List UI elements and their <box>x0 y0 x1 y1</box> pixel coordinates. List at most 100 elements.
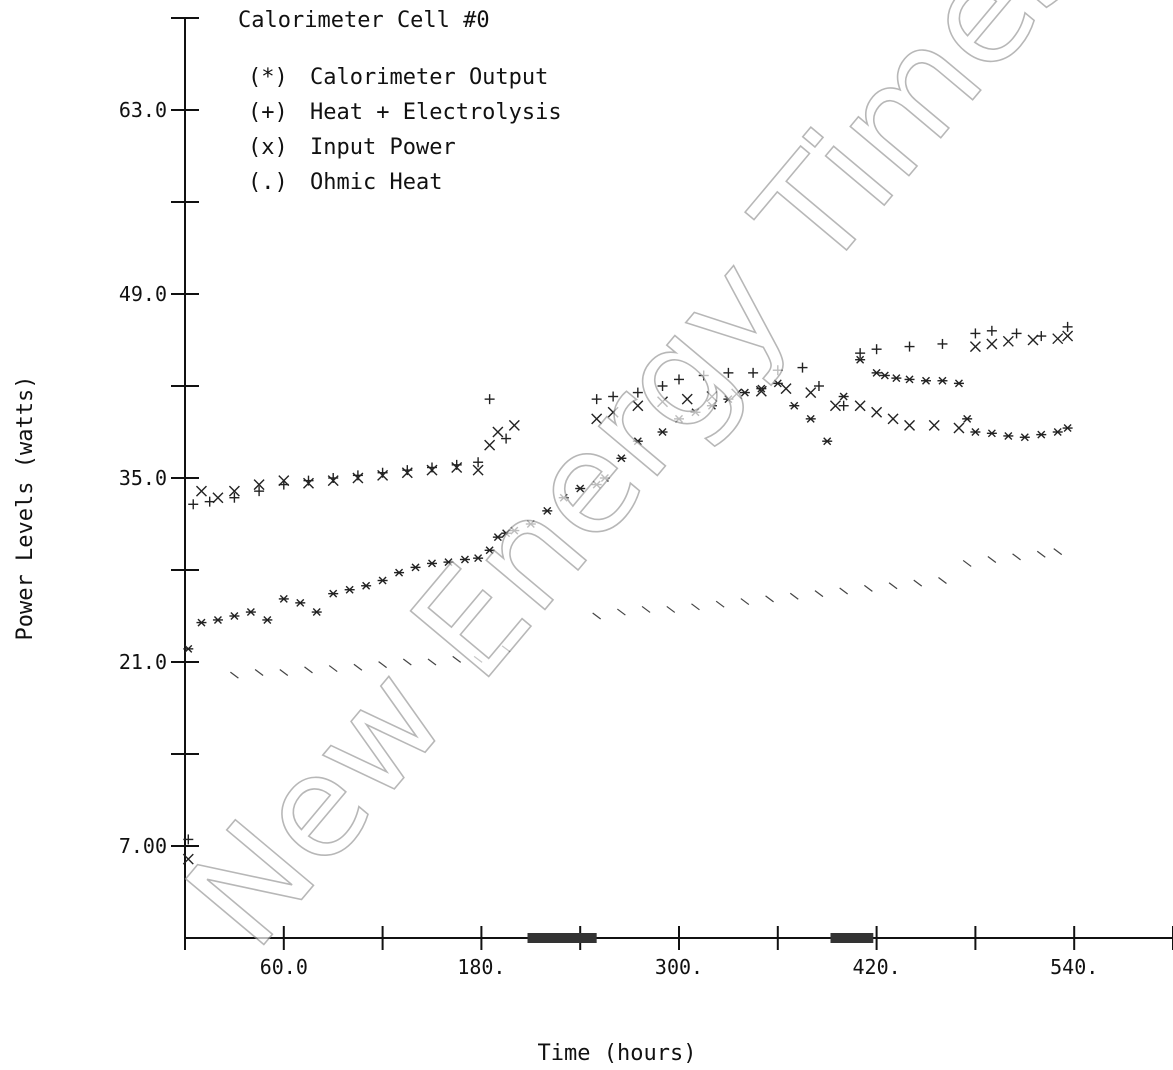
data-point <box>229 492 240 503</box>
data-point <box>616 454 627 463</box>
data-point <box>805 414 816 423</box>
data-point <box>304 666 313 674</box>
data-point <box>888 582 898 590</box>
data-point <box>426 464 438 476</box>
chart-title: Calorimeter Cell #0 <box>238 8 490 33</box>
x-tick-label: 420. <box>853 955 901 979</box>
x-tick-label: 60.0 <box>260 955 308 979</box>
data-point <box>508 419 520 431</box>
data-point <box>987 556 997 563</box>
data-point <box>838 392 849 401</box>
data-point <box>328 665 338 673</box>
data-point <box>822 437 833 446</box>
data-point <box>608 391 619 402</box>
data-point <box>378 661 387 669</box>
data-point <box>484 546 495 555</box>
data-point <box>311 608 322 617</box>
y-tick-label: 63.0 <box>119 98 167 122</box>
data-point <box>938 577 947 584</box>
legend-marker: (*) <box>248 65 288 90</box>
data-point <box>723 367 734 378</box>
data-point <box>229 612 240 620</box>
data-point <box>871 344 882 355</box>
data-point <box>706 391 718 403</box>
data-point <box>254 486 265 497</box>
data-point <box>410 563 421 572</box>
data-point <box>212 615 223 624</box>
data-point <box>303 477 314 489</box>
data-point <box>183 644 194 653</box>
data-point <box>674 414 684 423</box>
data-point <box>632 437 643 446</box>
legend-label: Calorimeter Output <box>310 65 548 90</box>
data-point <box>871 406 883 418</box>
data-point <box>691 603 700 611</box>
data-point <box>657 428 668 436</box>
data-point <box>599 474 610 482</box>
data-point <box>253 479 265 491</box>
data-point <box>1012 553 1021 561</box>
data-point <box>459 555 470 564</box>
data-point <box>855 355 866 364</box>
legend-label: Input Power <box>310 135 456 160</box>
data-point <box>344 585 355 594</box>
data-point <box>1036 430 1047 439</box>
data-point <box>632 387 643 398</box>
data-point <box>962 414 973 423</box>
data-point <box>1003 431 1014 440</box>
plot-area: 7.00 21.0 35.0 49.0 63.0 60.0 180. 300. 420. 540. <box>119 17 1173 979</box>
data-point <box>755 385 767 397</box>
data-point <box>195 485 207 497</box>
data-point <box>401 467 413 479</box>
data-point <box>1062 321 1073 332</box>
data-point <box>780 383 792 395</box>
data-point <box>986 429 997 438</box>
data-point <box>913 579 923 587</box>
data-point <box>904 375 915 384</box>
data-point <box>472 464 484 476</box>
data-point <box>278 475 290 487</box>
data-point <box>279 669 289 676</box>
data-point <box>245 608 256 617</box>
y-tick-label: 21.0 <box>119 650 167 674</box>
legend-marker: (x) <box>248 135 288 160</box>
x-axis-marker <box>830 933 874 943</box>
data-point <box>492 533 503 542</box>
data-point <box>739 388 750 397</box>
data-point <box>765 595 774 603</box>
x-axis-title: Time (hours) <box>538 1041 697 1066</box>
data-point <box>986 338 998 350</box>
data-point <box>1052 428 1063 436</box>
data-point <box>501 433 512 444</box>
data-point <box>558 493 569 502</box>
data-point <box>473 554 484 563</box>
data-point <box>230 671 239 679</box>
data-point <box>904 341 915 352</box>
data-point <box>492 426 504 438</box>
data-point <box>921 376 931 385</box>
data-point <box>592 612 602 620</box>
x-tick-label: 180. <box>457 955 505 979</box>
x-axis-marker <box>527 933 597 943</box>
data-point <box>690 408 701 417</box>
data-point <box>937 376 948 385</box>
legend-label: Ohmic Heat <box>310 170 442 195</box>
data-point <box>591 394 602 405</box>
data-point <box>864 584 873 592</box>
data-point <box>327 475 339 487</box>
data-point <box>970 428 981 436</box>
y-tick-label: 7.00 <box>119 834 167 858</box>
data-point <box>772 379 783 388</box>
data-point <box>361 581 372 590</box>
data-point <box>183 834 194 845</box>
data-point <box>525 520 536 528</box>
data-point <box>473 655 483 663</box>
data-point <box>962 559 972 567</box>
data-point <box>698 370 709 381</box>
data-point <box>575 484 586 493</box>
data-point <box>674 374 684 385</box>
data-point <box>353 663 363 671</box>
data-point <box>953 379 964 388</box>
data-point <box>1062 330 1074 342</box>
data-point <box>228 485 240 497</box>
